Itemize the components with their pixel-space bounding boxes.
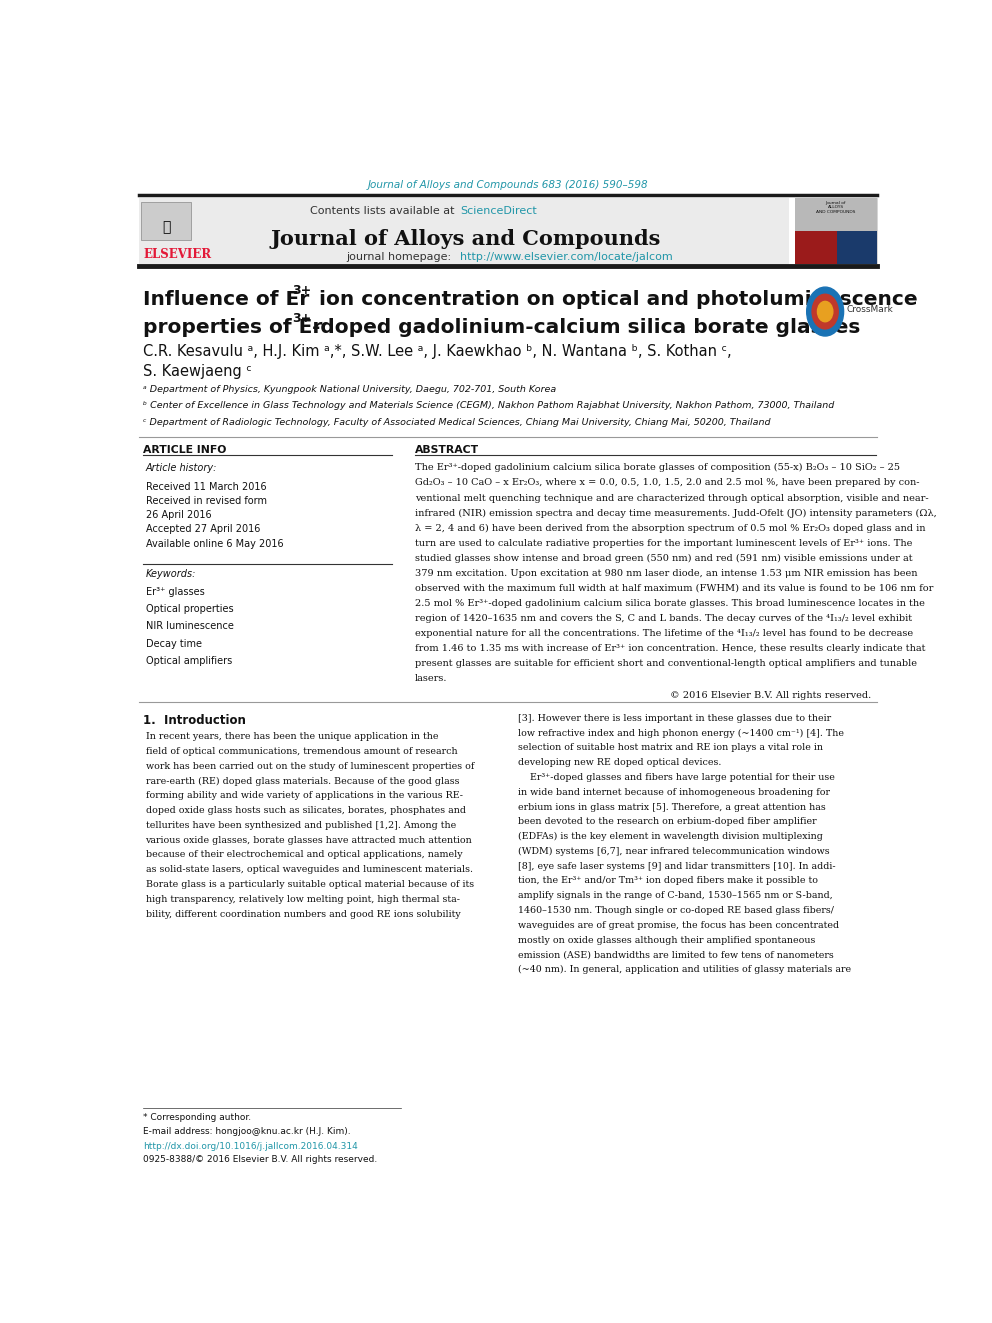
Text: journal homepage:: journal homepage: (346, 253, 458, 262)
Text: emission (ASE) bandwidths are limited to few tens of nanometers: emission (ASE) bandwidths are limited to… (518, 950, 833, 959)
Text: 1460–1530 nm. Though single or co-doped RE based glass fibers/: 1460–1530 nm. Though single or co-doped … (518, 906, 833, 916)
Text: turn are used to calculate radiative properties for the important luminescent le: turn are used to calculate radiative pro… (415, 538, 912, 548)
FancyBboxPatch shape (796, 198, 878, 263)
Text: rare-earth (RE) doped glass materials. Because of the good glass: rare-earth (RE) doped glass materials. B… (146, 777, 459, 786)
Text: Keywords:: Keywords: (146, 569, 195, 579)
FancyBboxPatch shape (139, 198, 789, 263)
Text: (EDFAs) is the key element in wavelength division multiplexing: (EDFAs) is the key element in wavelength… (518, 832, 822, 841)
Text: present glasses are suitable for efficient short and conventional-length optical: present glasses are suitable for efficie… (415, 659, 917, 668)
Text: various oxide glasses, borate glasses have attracted much attention: various oxide glasses, borate glasses ha… (146, 836, 472, 844)
Text: Gd₂O₃ – 10 CaO – x Er₂O₃, where x = 0.0, 0.5, 1.0, 1.5, 2.0 and 2.5 mol %, have : Gd₂O₃ – 10 CaO – x Er₂O₃, where x = 0.0,… (415, 479, 920, 487)
Text: Influence of Er: Influence of Er (143, 290, 310, 310)
Text: Received 11 March 2016: Received 11 March 2016 (146, 482, 266, 492)
Text: in wide band internet because of inhomogeneous broadening for: in wide band internet because of inhomog… (518, 787, 829, 796)
Text: The Er³⁺-doped gadolinium calcium silica borate glasses of composition (55-x) B₂: The Er³⁺-doped gadolinium calcium silica… (415, 463, 900, 472)
Text: Available online 6 May 2016: Available online 6 May 2016 (146, 538, 283, 549)
Text: ᵃ Department of Physics, Kyungpook National University, Daegu, 702-701, South Ko: ᵃ Department of Physics, Kyungpook Natio… (143, 385, 557, 394)
Text: ventional melt quenching technique and are characterized through optical absorpt: ventional melt quenching technique and a… (415, 493, 929, 503)
Text: E-mail address: hongjoo@knu.ac.kr (H.J. Kim).: E-mail address: hongjoo@knu.ac.kr (H.J. … (143, 1127, 351, 1135)
Text: work has been carried out on the study of luminescent properties of: work has been carried out on the study o… (146, 762, 474, 771)
Text: (WDM) systems [6,7], near infrared telecommunication windows: (WDM) systems [6,7], near infrared telec… (518, 847, 829, 856)
Text: ARTICLE INFO: ARTICLE INFO (143, 445, 226, 455)
Text: Decay time: Decay time (146, 639, 201, 648)
Text: properties of Er: properties of Er (143, 318, 322, 336)
Text: λ = 2, 4 and 6) have been derived from the absorption spectrum of 0.5 mol % Er₂O: λ = 2, 4 and 6) have been derived from t… (415, 524, 926, 533)
Text: ABSTRACT: ABSTRACT (415, 445, 479, 455)
Text: http://www.elsevier.com/locate/jalcom: http://www.elsevier.com/locate/jalcom (460, 253, 673, 262)
Text: Article history:: Article history: (146, 463, 217, 474)
FancyBboxPatch shape (796, 232, 836, 263)
Text: tellurites have been synthesized and published [1,2]. Among the: tellurites have been synthesized and pub… (146, 820, 455, 830)
Text: waveguides are of great promise, the focus has been concentrated: waveguides are of great promise, the foc… (518, 921, 839, 930)
Text: 🌳: 🌳 (162, 220, 171, 234)
Text: as solid-state lasers, optical waveguides and luminescent materials.: as solid-state lasers, optical waveguide… (146, 865, 472, 875)
Text: been devoted to the research on erbium-doped fiber amplifier: been devoted to the research on erbium-d… (518, 818, 816, 827)
Text: [3]. However there is less important in these glasses due to their: [3]. However there is less important in … (518, 714, 830, 722)
Text: Received in revised form: Received in revised form (146, 496, 267, 505)
Text: Optical properties: Optical properties (146, 603, 233, 614)
Text: 2.5 mol % Er³⁺-doped gadolinium calcium silica borate glasses. This broad lumine: 2.5 mol % Er³⁺-doped gadolinium calcium … (415, 599, 925, 609)
Text: Er³⁺ glasses: Er³⁺ glasses (146, 586, 204, 597)
Circle shape (817, 302, 833, 321)
Text: C.R. Kesavulu ᵃ, H.J. Kim ᵃ,*, S.W. Lee ᵃ, J. Kaewkhao ᵇ, N. Wantana ᵇ, S. Kotha: C.R. Kesavulu ᵃ, H.J. Kim ᵃ,*, S.W. Lee … (143, 344, 732, 359)
Text: ion concentration on optical and photoluminescence: ion concentration on optical and photolu… (311, 290, 918, 310)
Text: studied glasses show intense and broad green (550 nm) and red (591 nm) visible e: studied glasses show intense and broad g… (415, 554, 913, 564)
Text: observed with the maximum full width at half maximum (FWHM) and its value is fou: observed with the maximum full width at … (415, 583, 933, 593)
Text: from 1.46 to 1.35 ms with increase of Er³⁺ ion concentration. Hence, these resul: from 1.46 to 1.35 ms with increase of Er… (415, 644, 926, 654)
Text: 3+: 3+ (292, 312, 311, 324)
Text: lasers.: lasers. (415, 675, 447, 684)
Text: Er³⁺-doped glasses and fibers have large potential for their use: Er³⁺-doped glasses and fibers have large… (518, 773, 834, 782)
Text: tion, the Er³⁺ and/or Tm³⁺ ion doped fibers make it possible to: tion, the Er³⁺ and/or Tm³⁺ ion doped fib… (518, 876, 817, 885)
Text: forming ability and wide variety of applications in the various RE-: forming ability and wide variety of appl… (146, 791, 462, 800)
Text: Borate glass is a particularly suitable optical material because of its: Borate glass is a particularly suitable … (146, 880, 473, 889)
Text: because of their electrochemical and optical applications, namely: because of their electrochemical and opt… (146, 851, 462, 860)
Text: bility, different coordination numbers and good RE ions solubility: bility, different coordination numbers a… (146, 909, 460, 918)
Text: amplify signals in the range of C-band, 1530–1565 nm or S-band,: amplify signals in the range of C-band, … (518, 892, 832, 900)
Text: http://dx.doi.org/10.1016/j.jallcom.2016.04.314: http://dx.doi.org/10.1016/j.jallcom.2016… (143, 1142, 358, 1151)
Text: infrared (NIR) emission spectra and decay time measurements. Judd-Ofelt (JO) int: infrared (NIR) emission spectra and deca… (415, 508, 936, 517)
Circle shape (812, 294, 838, 329)
Text: developing new RE doped optical devices.: developing new RE doped optical devices. (518, 758, 721, 767)
Text: low refractive index and high phonon energy (~1400 cm⁻¹) [4]. The: low refractive index and high phonon ene… (518, 729, 843, 738)
Text: * Corresponding author.: * Corresponding author. (143, 1113, 251, 1122)
Text: NIR luminescence: NIR luminescence (146, 622, 233, 631)
Text: Journal of Alloys and Compounds: Journal of Alloys and Compounds (271, 229, 662, 249)
Text: Accepted 27 April 2016: Accepted 27 April 2016 (146, 524, 260, 534)
Text: high transparency, relatively low melting point, high thermal sta-: high transparency, relatively low meltin… (146, 894, 459, 904)
Text: ScienceDirect: ScienceDirect (460, 205, 537, 216)
FancyBboxPatch shape (141, 201, 190, 241)
Text: Journal of Alloys and Compounds 683 (2016) 590–598: Journal of Alloys and Compounds 683 (201… (368, 180, 649, 191)
Text: -doped gadolinium-calcium silica borate glasses: -doped gadolinium-calcium silica borate … (311, 318, 860, 336)
Text: ᵇ Center of Excellence in Glass Technology and Materials Science (CEGM), Nakhon : ᵇ Center of Excellence in Glass Technolo… (143, 401, 834, 410)
Text: Contents lists available at: Contents lists available at (310, 205, 458, 216)
Text: 0925-8388/© 2016 Elsevier B.V. All rights reserved.: 0925-8388/© 2016 Elsevier B.V. All right… (143, 1155, 378, 1164)
Text: [8], eye safe laser systems [9] and lidar transmitters [10]. In addi-: [8], eye safe laser systems [9] and lida… (518, 861, 835, 871)
Text: region of 1420–1635 nm and covers the S, C and L bands. The decay curves of the : region of 1420–1635 nm and covers the S,… (415, 614, 912, 623)
Text: In recent years, there has been the unique application in the: In recent years, there has been the uniq… (146, 733, 438, 741)
Text: field of optical communications, tremendous amount of research: field of optical communications, tremend… (146, 747, 457, 755)
Text: 26 April 2016: 26 April 2016 (146, 511, 211, 520)
Text: 379 nm excitation. Upon excitation at 980 nm laser diode, an intense 1.53 μm NIR: 379 nm excitation. Upon excitation at 98… (415, 569, 918, 578)
Text: exponential nature for all the concentrations. The lifetime of the ⁴I₁₃/₂ level : exponential nature for all the concentra… (415, 630, 913, 638)
Text: selection of suitable host matrix and RE ion plays a vital role in: selection of suitable host matrix and RE… (518, 744, 822, 753)
FancyBboxPatch shape (139, 198, 228, 263)
Text: Optical amplifiers: Optical amplifiers (146, 656, 232, 665)
Text: mostly on oxide glasses although their amplified spontaneous: mostly on oxide glasses although their a… (518, 935, 815, 945)
Text: © 2016 Elsevier B.V. All rights reserved.: © 2016 Elsevier B.V. All rights reserved… (670, 691, 871, 700)
Text: S. Kaewjaeng ᶜ: S. Kaewjaeng ᶜ (143, 364, 252, 378)
Text: doped oxide glass hosts such as silicates, borates, phosphates and: doped oxide glass hosts such as silicate… (146, 806, 465, 815)
Text: ᶜ Department of Radiologic Technology, Faculty of Associated Medical Sciences, C: ᶜ Department of Radiologic Technology, F… (143, 418, 771, 426)
Circle shape (806, 287, 843, 336)
Text: CrossMark: CrossMark (847, 306, 894, 314)
FancyBboxPatch shape (836, 232, 878, 263)
Text: erbium ions in glass matrix [5]. Therefore, a great attention has: erbium ions in glass matrix [5]. Therefo… (518, 803, 825, 811)
Text: 1.  Introduction: 1. Introduction (143, 714, 246, 726)
Text: Journal of
ALLOYS
AND COMPOUNDS: Journal of ALLOYS AND COMPOUNDS (816, 201, 855, 214)
FancyBboxPatch shape (796, 198, 878, 232)
Text: (~40 nm). In general, application and utilities of glassy materials are: (~40 nm). In general, application and ut… (518, 964, 851, 974)
Text: 3+: 3+ (292, 284, 311, 298)
Text: ELSEVIER: ELSEVIER (143, 249, 211, 262)
